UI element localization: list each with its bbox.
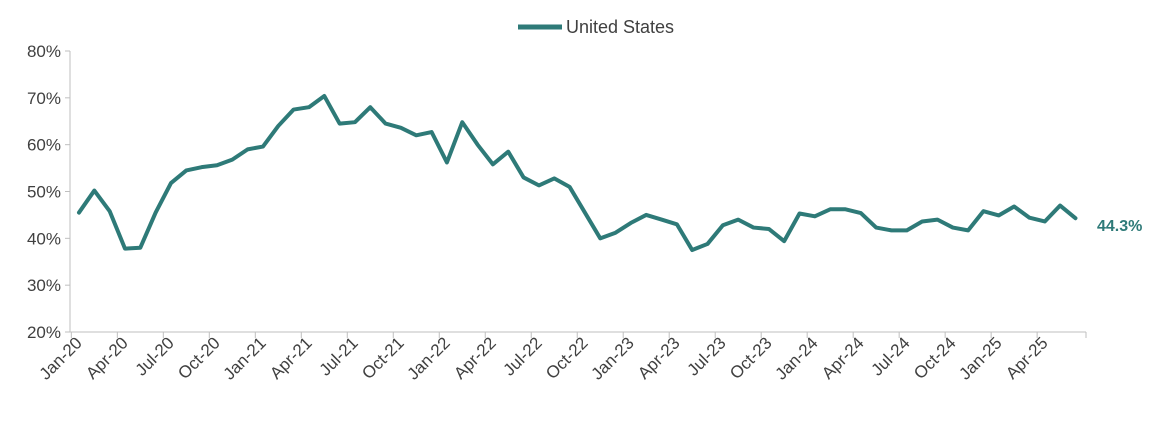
x-tick-label: Jan-23 [588,333,638,383]
x-tick-label: Jul-24 [867,333,913,379]
x-tick-label: Apr-23 [634,333,684,383]
x-tick-label: Jan-21 [220,333,270,383]
y-tick-label: 60% [27,136,61,155]
x-tick-label: Jul-23 [684,333,730,379]
x-tick-label: Jul-20 [132,333,178,379]
x-tick-label: Oct-20 [174,333,224,383]
series-line-united-states [77,93,1078,253]
x-tick-label: Apr-24 [818,333,868,383]
x-tick-label: Apr-25 [1002,333,1052,383]
x-tick-label: Jan-24 [771,333,821,383]
x-tick-label: Oct-24 [910,333,960,383]
x-tick-label: Jul-21 [316,333,362,379]
end-value-label: 44.3% [1097,218,1142,235]
legend-label-united-states: United States [566,17,674,37]
y-axis: 20% 30% 40% 50% 60% 70% 80% [27,42,71,342]
x-tick-label: Apr-21 [266,333,316,383]
plot-area [77,93,1078,253]
x-tick-label: Oct-21 [358,333,408,383]
x-tick-label: Jan-22 [404,333,454,383]
x-tick-label: Apr-20 [82,333,132,383]
legend: United States [518,17,674,37]
x-tick-label: Oct-23 [726,333,776,383]
y-tick-label: 40% [27,229,61,248]
y-tick-label: 30% [27,276,61,295]
y-tick-label: 50% [27,183,61,202]
x-tick-label: Jul-22 [500,333,546,379]
x-tick-label: Apr-22 [450,333,500,383]
x-tick-label: Oct-22 [542,333,592,383]
y-tick-label: 70% [27,89,61,108]
y-tick-label: 20% [27,323,61,342]
y-tick-label: 80% [27,42,61,61]
x-tick-label: Jan-25 [955,333,1005,383]
